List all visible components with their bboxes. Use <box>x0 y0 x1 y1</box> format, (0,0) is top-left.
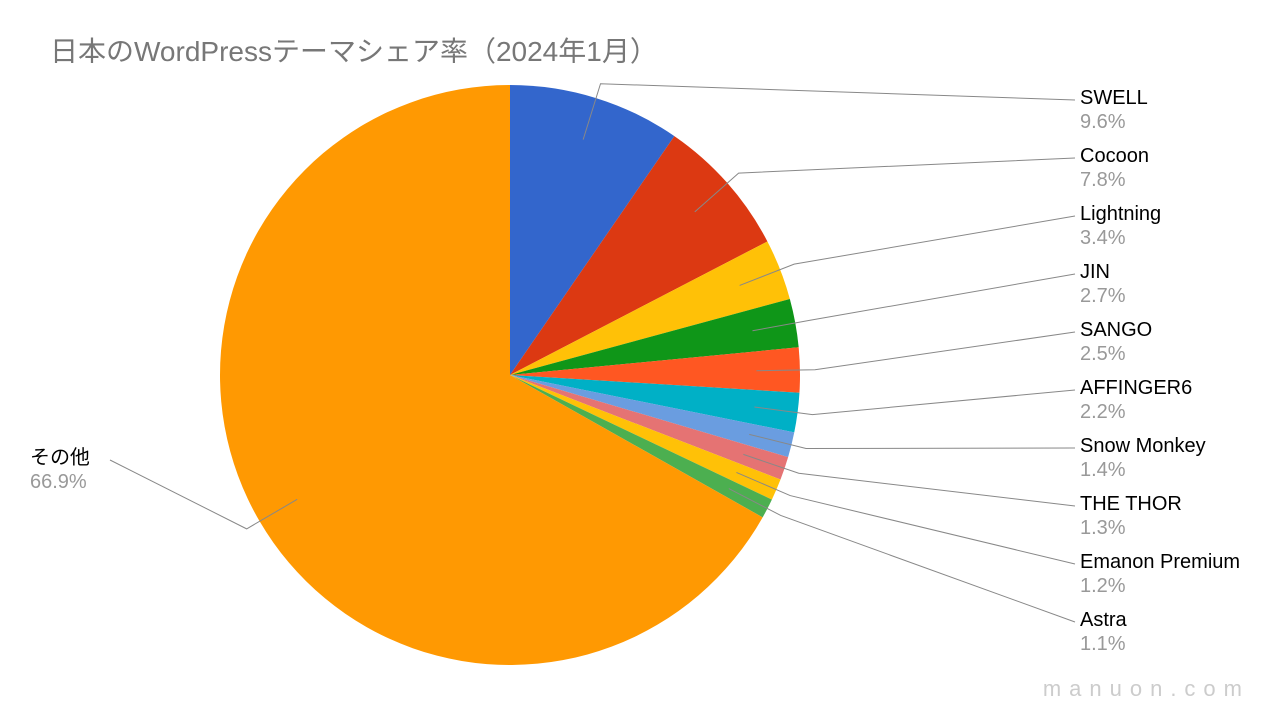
slice-label-name: その他 <box>30 446 210 470</box>
leader-line <box>756 332 1075 371</box>
slice-label-name: SANGO <box>1080 318 1260 342</box>
slice-label: Emanon Premium1.2% <box>1080 550 1260 598</box>
slice-label: その他66.9% <box>30 446 210 494</box>
slice-label-name: JIN <box>1080 260 1260 284</box>
chart-title: 日本のWordPressテーマシェア率（2024年1月） <box>50 30 658 70</box>
slice-label-pct: 1.3% <box>1080 516 1260 540</box>
slice-label: Cocoon7.8% <box>1080 144 1260 192</box>
pie-chart <box>220 85 800 665</box>
slice-label: Snow Monkey1.4% <box>1080 434 1260 482</box>
slice-label-name: AFFINGER6 <box>1080 376 1260 400</box>
slice-label-pct: 3.4% <box>1080 226 1260 250</box>
slice-label-pct: 2.7% <box>1080 284 1260 308</box>
watermark: manuon.com <box>1043 676 1250 702</box>
slice-label: Astra1.1% <box>1080 608 1260 656</box>
slice-label-pct: 9.6% <box>1080 110 1260 134</box>
slice-label: AFFINGER62.2% <box>1080 376 1260 424</box>
slice-label-name: Cocoon <box>1080 144 1260 168</box>
slice-label: SANGO2.5% <box>1080 318 1260 366</box>
slice-label-pct: 1.1% <box>1080 632 1260 656</box>
slice-label-name: Emanon Premium <box>1080 550 1260 574</box>
slice-label-name: Snow Monkey <box>1080 434 1260 458</box>
slice-label-name: SWELL <box>1080 86 1260 110</box>
slice-label-pct: 1.2% <box>1080 574 1260 598</box>
slice-label: SWELL9.6% <box>1080 86 1260 134</box>
slice-label: JIN2.7% <box>1080 260 1260 308</box>
slice-label-name: THE THOR <box>1080 492 1260 516</box>
slice-label-pct: 66.9% <box>30 470 210 494</box>
slice-label-pct: 2.2% <box>1080 400 1260 424</box>
slice-label: THE THOR1.3% <box>1080 492 1260 540</box>
leader-line <box>754 390 1075 415</box>
slice-label-name: Lightning <box>1080 202 1260 226</box>
slice-label-pct: 7.8% <box>1080 168 1260 192</box>
slice-label: Lightning3.4% <box>1080 202 1260 250</box>
slice-label-pct: 2.5% <box>1080 342 1260 366</box>
slice-label-name: Astra <box>1080 608 1260 632</box>
slice-label-pct: 1.4% <box>1080 458 1260 482</box>
leader-line <box>752 274 1075 331</box>
